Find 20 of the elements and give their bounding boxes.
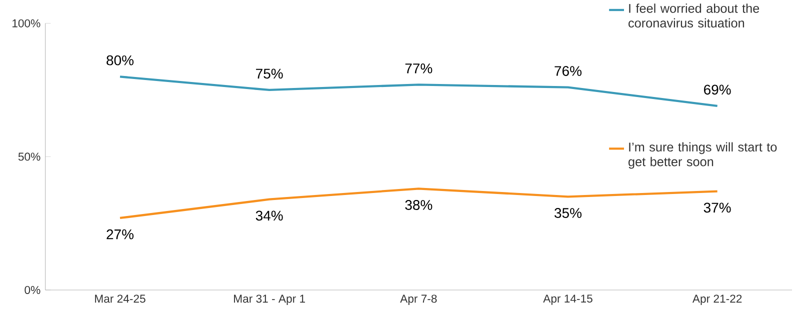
x-tick-label: Mar 24-25 <box>95 294 146 303</box>
data-label: 37% <box>704 202 731 213</box>
data-label: 34% <box>256 210 283 221</box>
y-tick-label: 50% <box>18 152 40 161</box>
x-tick-label: Apr 7-8 <box>400 294 437 305</box>
x-tick-label: Mar 31 - Apr 1 <box>234 294 305 305</box>
data-label: 75% <box>256 68 283 79</box>
x-tick-label: Apr 14-15 <box>543 294 592 305</box>
data-label: 27% <box>106 229 134 240</box>
legend-label: I feel worried about the coronavirus situation <box>628 4 760 28</box>
x-tick-label: Apr 21-22 <box>692 294 742 305</box>
data-label: 80% <box>106 55 134 66</box>
data-label: 76% <box>554 66 582 76</box>
data-label: 35% <box>554 208 582 218</box>
data-label: 77% <box>405 63 432 74</box>
data-label: 69% <box>704 84 731 95</box>
y-tick-label: 100% <box>12 19 40 28</box>
y-tick-label: 0% <box>24 286 40 294</box>
data-label: 38% <box>405 200 432 210</box>
legend-label: I’m sure things will start to get better soon <box>628 142 777 169</box>
